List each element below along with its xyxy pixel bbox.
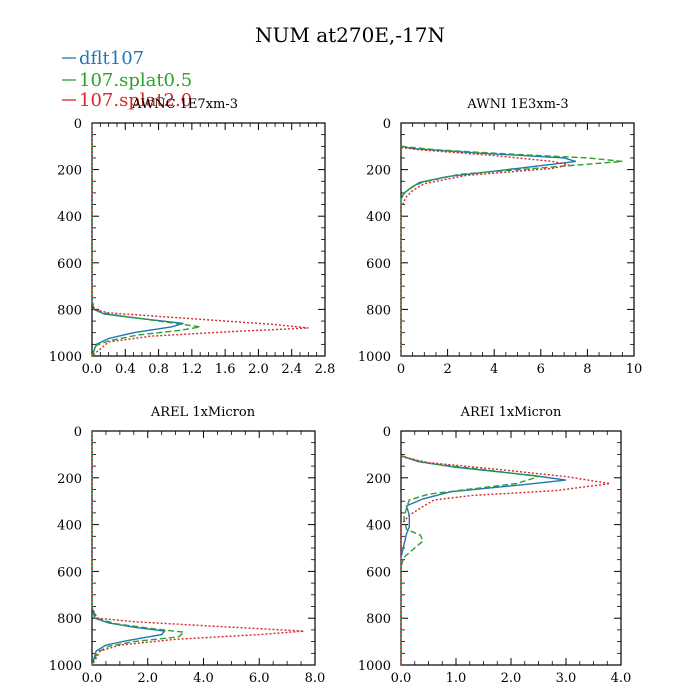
y-tick-label-arel: 800 [57, 612, 82, 627]
series-line-awni-dflt107 [400, 145, 577, 356]
x-tick-label-awnc: 1.6 [215, 362, 236, 377]
y-tick-label-awnc: 200 [57, 164, 82, 179]
x-tick-label-arel: 8.0 [305, 671, 326, 686]
x-tick-label-awni: 6 [537, 362, 545, 377]
y-tick-label-arei: 600 [366, 565, 391, 580]
y-tick-label-awni: 0 [383, 117, 391, 132]
x-tick-label-awnc: 0.8 [148, 362, 169, 377]
x-tick-label-awni: 10 [626, 362, 643, 377]
ticks-awnc: 0.0 0.4 0.8 1.2 1.6 2.0 2.4 2.8 0 200 400 600 800 100… [49, 117, 335, 377]
x-tick-label-awnc: 0.4 [115, 362, 136, 377]
x-tick-label-awnc: 0.0 [82, 362, 103, 377]
panel-awni: AWNI 1E3xm-3 0 2 4 6 8 10 0 200 400 600 800 1000 [358, 97, 642, 377]
x-tick-label-arel: 0.0 [82, 671, 103, 686]
series-line-arei-107-splat0-5 [400, 454, 539, 665]
panel-title-awni: AWNI 1E3xm-3 [466, 97, 568, 112]
series-line-awnc-107-splat0-5 [91, 123, 201, 357]
legend: dflt107 107.splat0.5 107.splat2.0 [62, 48, 192, 111]
y-tick-label-awni: 1000 [358, 350, 391, 365]
panel-title-awnc: AWNC 1E7xm-3 [131, 97, 238, 112]
series-line-arel-107-splat0-5 [91, 431, 186, 666]
y-tick-label-awnc: 1000 [49, 350, 82, 365]
series-line-awni-107-splat0-5 [400, 145, 623, 356]
y-tick-label-arei: 1000 [358, 659, 391, 674]
series-line-arei-107-splat2-0 [400, 456, 611, 665]
x-tick-label-arei: 2.0 [501, 671, 522, 686]
panel-title-arei: AREI 1xMicron [460, 405, 562, 420]
x-tick-label-awnc: 2.0 [248, 362, 269, 377]
y-tick-label-awnc: 0 [74, 117, 82, 132]
x-tick-label-arei: 4.0 [611, 671, 632, 686]
series-awni [400, 145, 623, 356]
x-tick-label-arei: 1.0 [446, 671, 467, 686]
panel-title-arel: AREL 1xMicron [150, 405, 256, 420]
x-tick-label-awnc: 2.8 [315, 362, 336, 377]
plot-frame-awnc [91, 122, 326, 357]
x-tick-label-awni: 8 [583, 362, 591, 377]
y-tick-label-awnc: 400 [57, 210, 82, 225]
ticks-arel: 0.0 2.0 4.0 6.0 8.0 0 200 400 600 800 1000 [49, 425, 325, 686]
legend-label-splat05: 107.splat0.5 [79, 70, 192, 91]
series-line-arel-107-splat2-0 [91, 431, 304, 666]
y-tick-label-awni: 600 [366, 257, 391, 272]
x-tick-label-awnc: 1.2 [182, 362, 203, 377]
y-tick-label-arei: 200 [366, 472, 391, 487]
y-tick-label-awni: 200 [366, 164, 391, 179]
legend-label-splat20: 107.splat2.0 [79, 90, 192, 111]
series-arei [400, 454, 611, 665]
y-tick-label-arel: 1000 [49, 659, 82, 674]
panel-arei: AREI 1xMicron 0.0 1.0 2.0 3.0 4.0 0 200 400 600 8… [358, 405, 631, 686]
y-tick-label-arei: 800 [366, 612, 391, 627]
y-tick-label-arel: 0 [74, 425, 82, 440]
x-tick-label-arei: 3.0 [556, 671, 577, 686]
y-tick-label-arel: 600 [57, 565, 82, 580]
series-arel [91, 431, 304, 666]
y-tick-label-awni: 800 [366, 303, 391, 318]
x-tick-label-awni: 0 [397, 362, 405, 377]
y-tick-label-arei: 400 [366, 519, 391, 534]
y-tick-label-awnc: 800 [57, 303, 82, 318]
panel-awnc: AWNC 1E7xm-3 0.0 0.4 0.8 1.2 1.6 2.0 2.4 2.8 0 20… [49, 97, 335, 377]
series-line-awni-107-splat2-0 [400, 146, 569, 356]
x-tick-label-awni: 4 [490, 362, 498, 377]
series-line-arel-dflt107 [91, 431, 166, 666]
series-line-awnc-107-splat2-0 [91, 123, 309, 357]
series-line-arei-dflt107 [400, 454, 567, 665]
ticks-arei: 0.0 1.0 2.0 3.0 4.0 0 200 400 600 800 1000 [358, 425, 631, 686]
ticks-awni: 0 2 4 6 8 10 0 200 400 600 800 1000 [358, 117, 642, 377]
plot-frame-arei [400, 430, 622, 666]
y-tick-label-arel: 200 [57, 472, 82, 487]
panel-arel: AREL 1xMicron 0.0 2.0 4.0 6.0 8.0 0 200 400 600 8… [49, 405, 325, 686]
y-tick-label-awnc: 600 [57, 257, 82, 272]
series-awnc [91, 123, 309, 357]
x-tick-label-arel: 2.0 [137, 671, 158, 686]
y-tick-label-arel: 400 [57, 519, 82, 534]
x-tick-label-awni: 2 [443, 362, 451, 377]
x-tick-label-arel: 4.0 [193, 671, 214, 686]
figure-title: NUM at270E,-17N [255, 23, 445, 47]
x-tick-label-awnc: 2.4 [281, 362, 302, 377]
y-tick-label-awni: 400 [366, 210, 391, 225]
y-tick-label-arei: 0 [383, 425, 391, 440]
legend-label-dflt107: dflt107 [79, 48, 144, 69]
series-line-awnc-dflt107 [91, 123, 184, 357]
x-tick-label-arel: 6.0 [249, 671, 270, 686]
x-tick-label-arei: 0.0 [391, 671, 412, 686]
